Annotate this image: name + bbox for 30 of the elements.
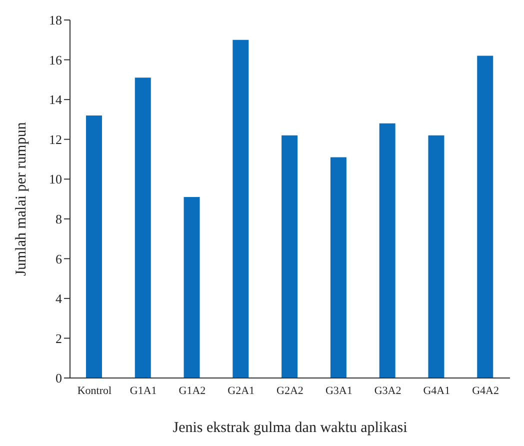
x-tick-label: Kontrol xyxy=(77,384,112,397)
bar xyxy=(184,197,200,378)
x-tick-label: G1A2 xyxy=(178,384,206,397)
bar xyxy=(134,78,151,378)
y-axis-title: Jumlah malai per rumpun xyxy=(13,122,30,276)
x-axis-title: Jenis ekstrak gulma dan waktu aplikasi xyxy=(172,420,408,436)
y-tick-label: 18 xyxy=(49,12,62,28)
bar xyxy=(379,123,396,378)
x-tick-label: G4A1 xyxy=(423,384,450,397)
bar xyxy=(330,157,346,378)
bar xyxy=(282,135,298,378)
bar xyxy=(428,135,444,378)
y-tick-label: 14 xyxy=(49,92,62,108)
x-tick-label: G1A1 xyxy=(130,384,157,397)
y-tick-label: 0 xyxy=(56,370,62,386)
x-tick-label: G4A2 xyxy=(472,384,499,397)
y-tick-label: 12 xyxy=(49,132,62,147)
x-tick-label: G3A2 xyxy=(374,384,402,397)
y-tick-label: 10 xyxy=(49,172,62,187)
bar xyxy=(232,40,249,378)
y-tick-label: 6 xyxy=(56,251,62,266)
y-tick-label: 2 xyxy=(56,330,62,346)
bar xyxy=(477,56,494,378)
x-tick-label: G2A2 xyxy=(276,384,304,397)
y-tick-label: 4 xyxy=(56,291,62,306)
y-tick-label: 16 xyxy=(49,52,62,68)
y-tick-label: 8 xyxy=(56,212,62,227)
x-tick-label: G2A1 xyxy=(228,384,255,397)
bar xyxy=(86,115,102,378)
x-tick-label: G3A1 xyxy=(325,384,352,397)
